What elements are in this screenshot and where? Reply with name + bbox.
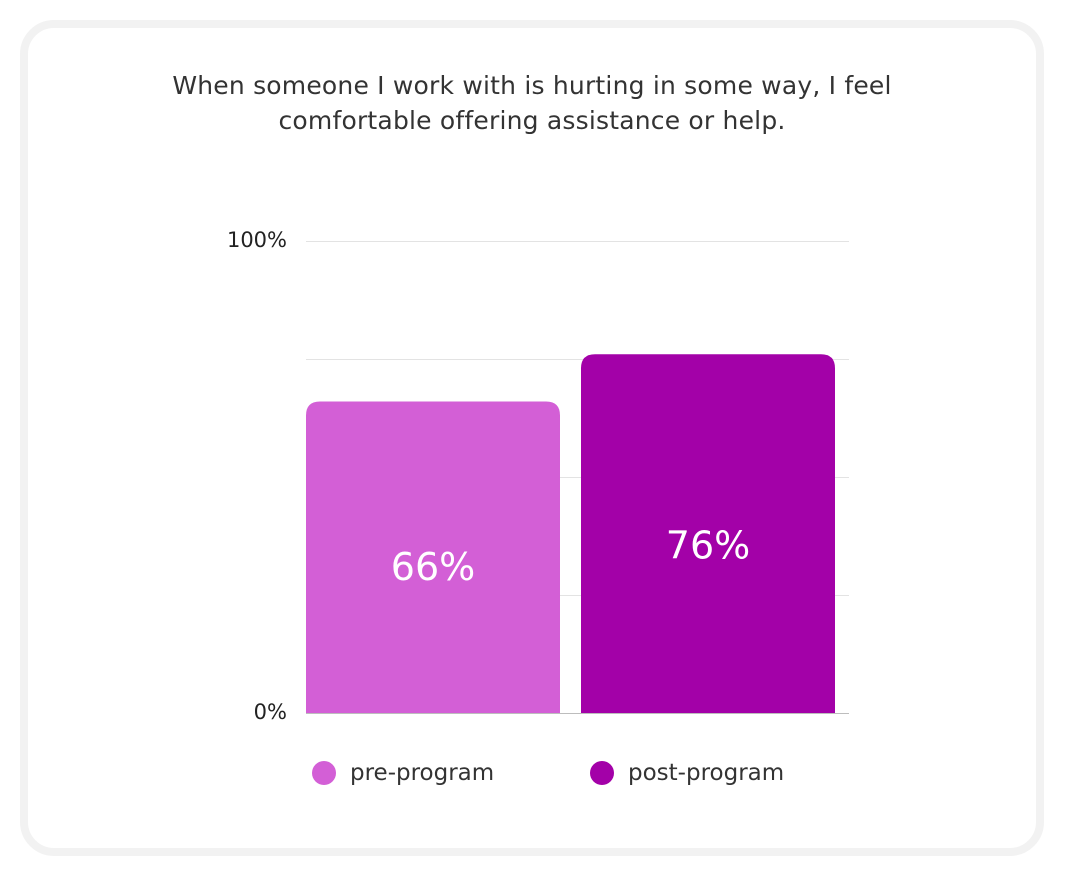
legend-item-pre-program: pre-program	[312, 760, 494, 786]
chart-title: When someone I work with is hurting in s…	[172, 71, 892, 135]
value-label-pre-program: 66%	[391, 545, 475, 589]
bars	[306, 354, 835, 713]
legend-label-pre-program: pre-program	[350, 760, 495, 786]
legend-swatch-post-program	[590, 761, 614, 785]
legend-label-post-program: post-program	[628, 760, 785, 786]
y-tick-label-100: 100%	[227, 228, 287, 252]
value-labels: 66% 76%	[391, 523, 750, 589]
y-axis: 100% 0%	[227, 228, 287, 724]
y-tick-label-0: 0%	[254, 700, 287, 724]
bar-pre-program	[306, 401, 560, 713]
legend-item-post-program: post-program	[590, 760, 784, 786]
value-label-post-program: 76%	[666, 523, 750, 567]
bar-post-program	[581, 354, 835, 713]
legend-swatch-pre-program	[312, 761, 336, 785]
